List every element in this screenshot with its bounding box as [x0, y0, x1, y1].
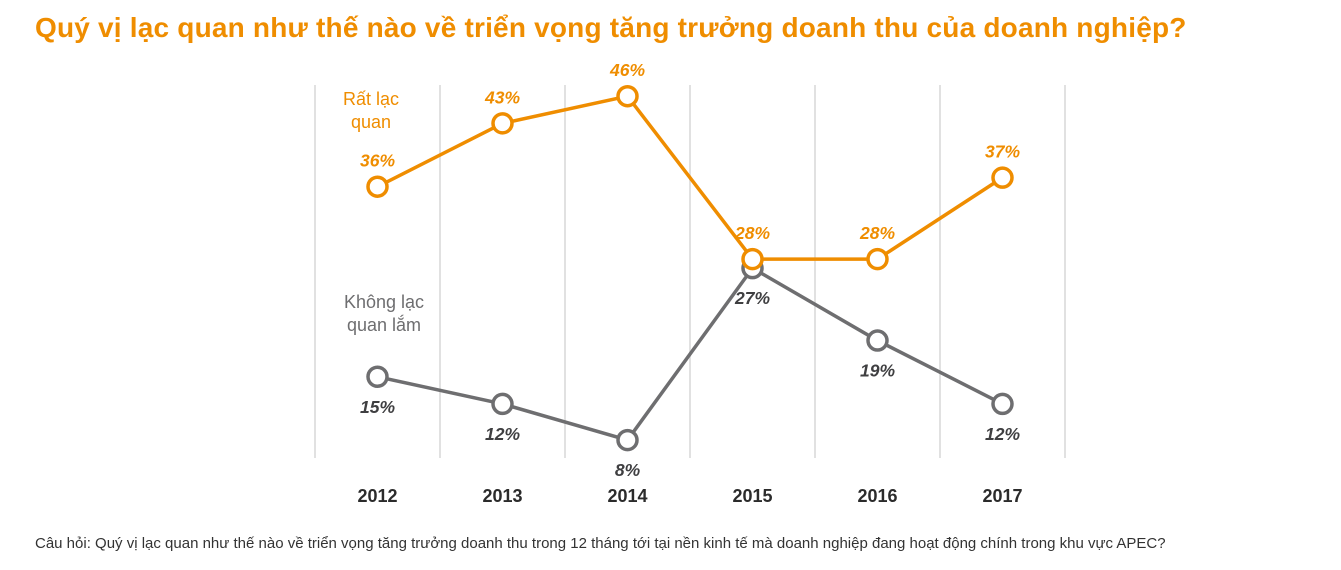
value-label: 46% [609, 60, 645, 80]
x-axis-label: 2013 [482, 486, 522, 506]
data-point-marker [491, 392, 514, 416]
value-label: 19% [860, 361, 895, 381]
value-label: 8% [615, 460, 641, 480]
value-label: 12% [485, 424, 520, 444]
series-label: Không lạc [344, 292, 424, 312]
data-point-marker [616, 84, 639, 108]
value-label: 15% [360, 397, 395, 417]
x-axis-label: 2014 [607, 486, 647, 506]
data-point-marker [616, 428, 639, 452]
series-label: quan lắm [347, 314, 421, 335]
series-line [377, 265, 1004, 443]
x-axis-label: 2017 [982, 486, 1022, 506]
value-label: 12% [985, 424, 1020, 444]
data-point-marker [991, 392, 1014, 416]
value-label: 28% [859, 223, 895, 243]
data-point-marker [366, 365, 389, 388]
footnote-text: Câu hỏi: Quý vị lạc quan như thế nào về … [35, 535, 1166, 552]
value-label: 28% [734, 223, 770, 243]
value-label: 27% [734, 288, 770, 308]
data-point-marker [491, 112, 514, 135]
series-line [376, 94, 1004, 261]
value-label: 37% [985, 142, 1020, 162]
data-point-marker [866, 247, 889, 271]
x-axis-label: 2015 [732, 486, 772, 506]
data-point-marker [991, 166, 1014, 189]
x-axis-label: 2012 [357, 486, 397, 506]
data-point-marker [366, 175, 389, 198]
data-point-marker [866, 329, 889, 352]
series-label: quan [351, 112, 391, 132]
series-label: Rất lạc [343, 89, 399, 109]
value-label: 43% [484, 87, 520, 107]
x-axis-label: 2016 [857, 486, 897, 506]
value-label: 36% [360, 151, 395, 171]
data-point-marker [741, 247, 764, 271]
chart-title: Quý vị lạc quan như thế nào về triển vọn… [35, 12, 1187, 43]
